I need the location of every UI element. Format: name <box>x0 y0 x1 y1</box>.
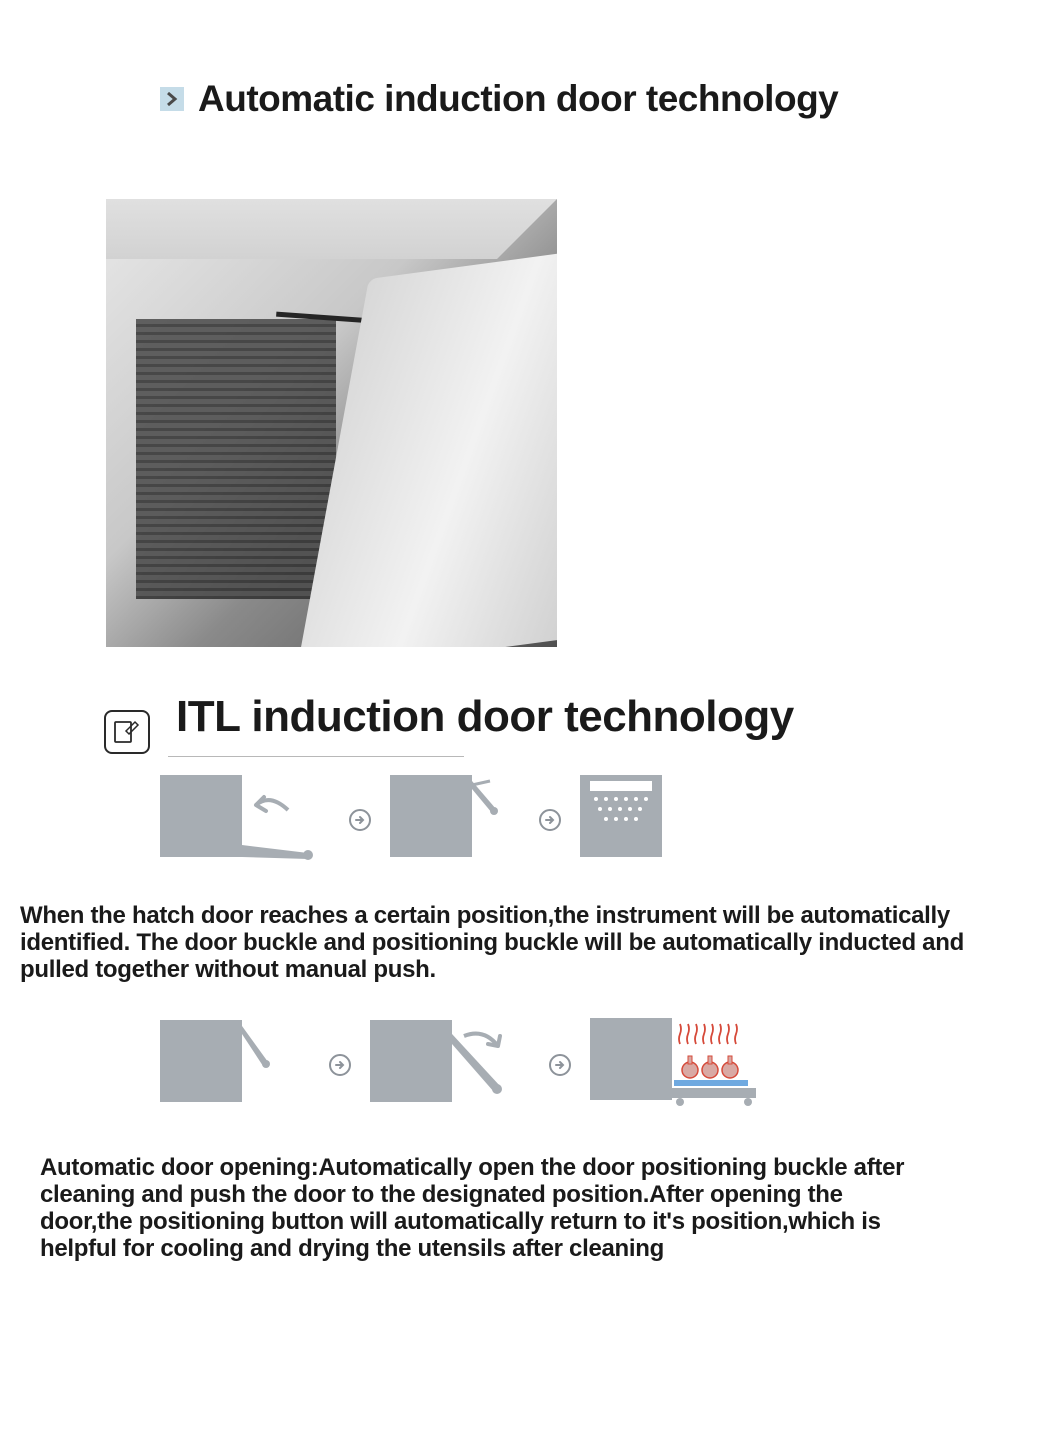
diagram-step-opening <box>370 1020 530 1110</box>
diagram-step-washing <box>580 775 680 865</box>
diagram-step-drying <box>590 1018 770 1113</box>
arrow-icon <box>310 1054 370 1076</box>
diagram-step-closing <box>390 775 520 865</box>
paragraph-opening: Automatic door opening:Automatically ope… <box>40 1155 910 1263</box>
diagram-row-opening <box>160 1020 880 1110</box>
section-subtitle-row: ITL induction door technology <box>104 692 794 754</box>
page-title: Automatic induction door technology <box>198 78 838 120</box>
arrow-icon <box>520 809 580 831</box>
document-edit-icon <box>104 710 150 754</box>
diagram-step-open <box>160 775 330 865</box>
section-subtitle: ITL induction door technology <box>176 692 794 742</box>
product-photo <box>106 199 557 647</box>
main-title-row: Automatic induction door technology <box>160 78 838 120</box>
diagram-row-closing <box>160 775 880 865</box>
arrow-icon <box>330 809 390 831</box>
diagram-step-closed-b <box>160 1020 310 1110</box>
chevron-right-icon <box>160 87 184 111</box>
subtitle-underline <box>168 756 464 757</box>
paragraph-closing: When the hatch door reaches a certain po… <box>20 903 1020 984</box>
arrow-icon <box>530 1054 590 1076</box>
